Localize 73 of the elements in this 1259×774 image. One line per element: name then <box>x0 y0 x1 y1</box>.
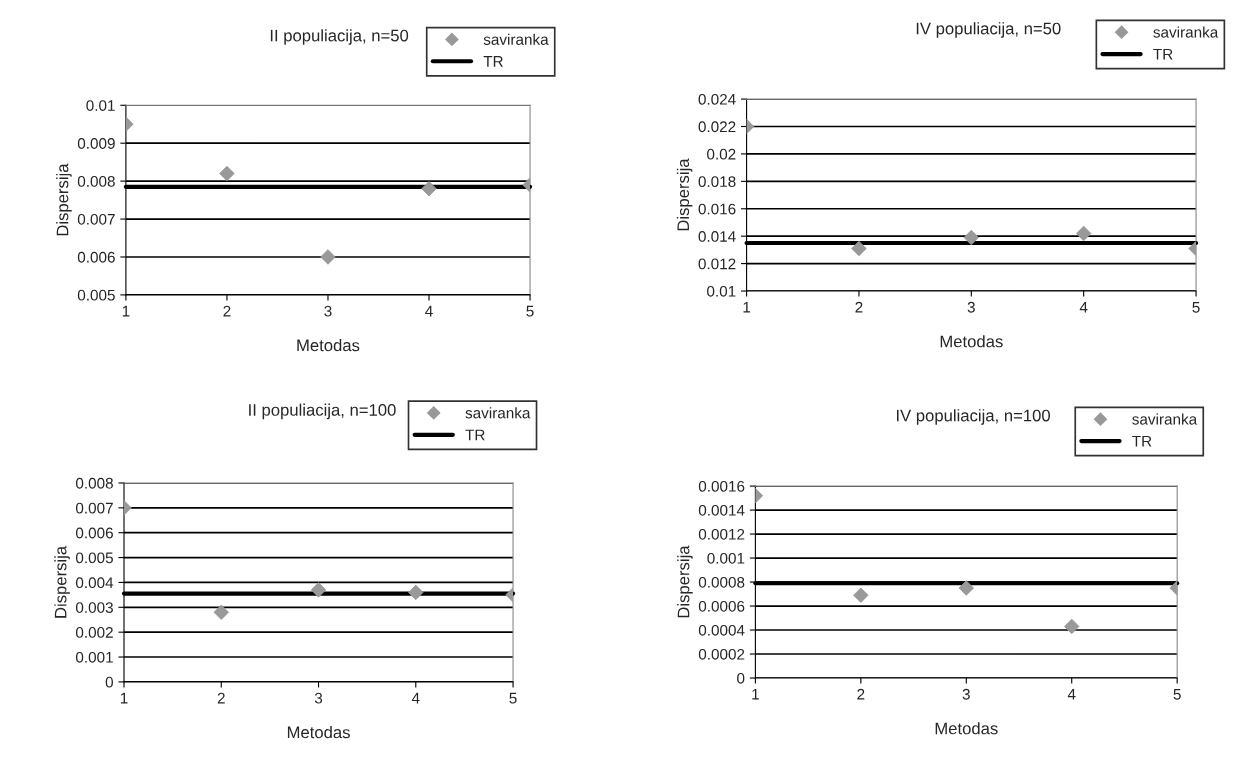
x-tick-label: 4 <box>1067 689 1076 700</box>
x-axis-title: Metodas <box>935 722 998 735</box>
point <box>1075 225 1092 242</box>
chart-title: II populiacija, n=50 <box>270 29 409 45</box>
legend-label: TR <box>483 56 503 67</box>
x-tick-label: 2 <box>217 692 225 704</box>
y-tick-label: 0.006 <box>75 527 113 539</box>
x-tick-label: 2 <box>855 301 863 313</box>
y-tick-label: 0.002 <box>75 627 113 638</box>
x-tick-label: 4 <box>1079 302 1088 313</box>
x-tick-label: 3 <box>314 692 323 704</box>
chart-title: IV populiacija, n=50 <box>916 22 1061 38</box>
y-tick-label: 0.0016 <box>698 480 745 492</box>
x-tick-label: 3 <box>962 688 970 700</box>
x-tick-label: 1 <box>743 302 751 313</box>
y-tick-label: 0.014 <box>698 231 736 242</box>
y-axis-title: Dispersija <box>54 545 70 618</box>
y-tick-label: 0.0008 <box>698 576 745 588</box>
y-tick-label: 0.008 <box>77 175 115 187</box>
y-axis-title: Dispersija <box>676 158 693 231</box>
y-tick-label: 0.024 <box>698 93 736 105</box>
x-tick-label: 1 <box>752 689 759 700</box>
y-tick-label: 0.006 <box>77 251 115 263</box>
y-tick-label: 0.0014 <box>698 504 745 516</box>
y-tick-label: 0.005 <box>75 552 113 564</box>
x-tick-label: 2 <box>857 688 865 700</box>
y-tick-label: 0.018 <box>698 176 736 188</box>
y-axis-title: Dispersija <box>56 163 72 236</box>
y-tick-label: 0.004 <box>75 577 114 589</box>
x-axis-title: Metodas <box>287 726 350 739</box>
x-tick-label: 5 <box>1173 689 1181 700</box>
legend-label: saviranka <box>483 33 549 45</box>
y-tick-label: 0.016 <box>698 203 736 215</box>
x-tick-label: 4 <box>425 305 433 317</box>
x-tick-label: 3 <box>324 305 332 317</box>
legend-label: saviranka <box>1153 26 1219 38</box>
x-axis-title: Metodas <box>940 335 1003 348</box>
y-tick-label: 0.022 <box>698 121 736 133</box>
y-tick-label: 0.012 <box>698 258 736 270</box>
y-tick-label: 0.0012 <box>698 528 745 540</box>
y-tick-label: 0.007 <box>75 502 113 514</box>
x-tick-label: 4 <box>411 692 420 704</box>
chart-title: II populiacija, n=100 <box>249 403 396 420</box>
y-axis-title: Dispersija <box>677 545 693 618</box>
legend-label: saviranka <box>1132 413 1198 425</box>
y-tick-label: 0.01 <box>86 100 115 111</box>
x-tick-label: 5 <box>509 692 517 704</box>
x-tick-label: 3 <box>967 301 975 313</box>
legend-label: TR <box>465 429 485 441</box>
legend-label: TR <box>1132 435 1152 447</box>
y-tick-label: 0.0006 <box>698 600 745 612</box>
y-tick-label: 0.008 <box>75 477 113 489</box>
y-tick-label: 0 <box>737 672 745 684</box>
chart-title: IV populiacija, n=100 <box>896 409 1050 425</box>
y-tick-label: 0.009 <box>77 138 115 149</box>
legend-label: TR <box>1153 48 1173 60</box>
y-tick-label: 0.003 <box>75 602 113 613</box>
y-tick-label: 0.0004 <box>698 624 745 636</box>
y-tick-label: 0.001 <box>707 552 745 564</box>
x-tick-label: 2 <box>223 305 231 317</box>
y-tick-label: 0.01 <box>707 285 736 297</box>
y-tick-label: 0.02 <box>707 148 736 160</box>
y-tick-label: 0.005 <box>77 289 115 301</box>
legend-label: saviranka <box>465 407 531 419</box>
x-axis-title: Metodas <box>297 339 360 352</box>
y-tick-label: 0.001 <box>75 651 113 663</box>
x-tick-label: 5 <box>1192 302 1200 313</box>
x-tick-label: 1 <box>120 692 128 704</box>
y-tick-label: 0.007 <box>77 213 115 225</box>
x-tick-label: 5 <box>526 305 534 317</box>
y-tick-label: 0.0002 <box>698 648 745 660</box>
x-tick-label: 1 <box>122 305 130 317</box>
y-tick-label: 0 <box>105 676 113 688</box>
